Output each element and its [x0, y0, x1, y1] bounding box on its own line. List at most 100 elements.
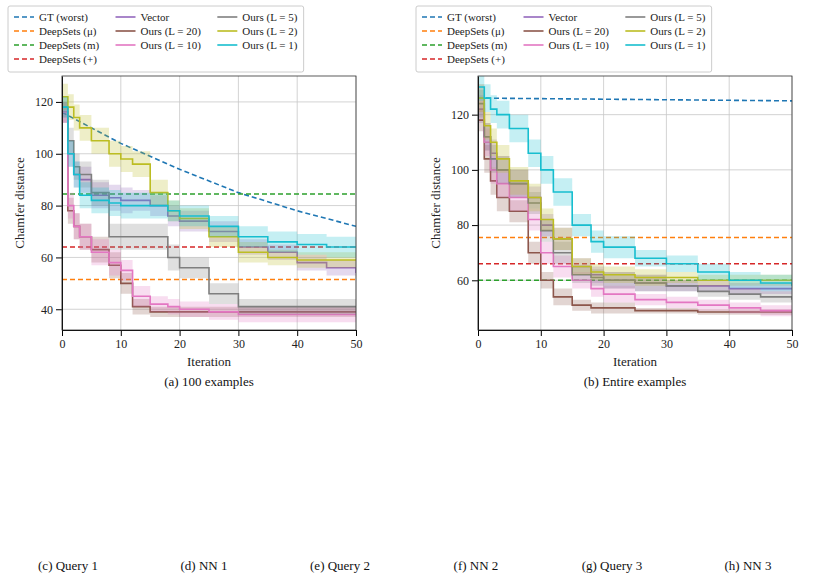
x-axis: 0 10 20 30 40 50: [60, 330, 363, 351]
tick-label: 40: [724, 337, 736, 351]
legend-swatch: [422, 30, 442, 32]
tick-mark: [604, 330, 605, 336]
tick-mark: [472, 170, 478, 171]
legend-label: DeepSets (m): [447, 39, 508, 52]
tick-label: 30: [661, 337, 673, 351]
tick: 30: [661, 330, 673, 351]
tick-label: 120: [35, 95, 53, 109]
legend-label: Ours (L = 10): [141, 39, 202, 52]
legend-swatch: [116, 44, 136, 46]
tick-mark: [541, 330, 542, 336]
subfigure-captions: (c) Query 1 (d) NN 1 (e) Query 2 (f) NN 2 (g…: [38, 558, 771, 573]
subfigure-caption: (f) NN 2: [454, 558, 499, 573]
subfigure-caption: (d) NN 1: [181, 558, 228, 573]
tick-mark: [472, 280, 478, 281]
legend-swatch: [14, 44, 34, 46]
grid-line-x: [297, 76, 298, 330]
tick-mark: [478, 330, 479, 336]
legend-swatch: [217, 16, 237, 18]
tick: 60: [457, 274, 478, 288]
legend-label: DeepSets (μ): [447, 25, 505, 38]
tick-mark: [472, 225, 478, 226]
tick: 50: [787, 330, 799, 351]
legend-swatch: [116, 16, 136, 18]
legend-swatch: [422, 58, 442, 60]
legend-box: [416, 6, 712, 72]
tick: 20: [598, 330, 610, 351]
tick-label: 0: [60, 337, 66, 351]
legend-label: DeepSets (+): [447, 53, 505, 66]
grid-line-x: [666, 76, 667, 330]
legend-swatch: [14, 16, 34, 18]
tick: 60: [41, 251, 62, 265]
tick-label: 10: [115, 337, 127, 351]
x-axis-title: Iteration: [187, 354, 232, 369]
legend-swatch: [422, 44, 442, 46]
tick-label: 20: [598, 337, 610, 351]
legend-swatch: [524, 44, 544, 46]
error-band: [62, 97, 356, 258]
series-line: [478, 87, 792, 286]
tick: 120: [451, 108, 478, 122]
error-band: [62, 84, 356, 268]
plot-area: [478, 76, 792, 316]
tick: 40: [41, 303, 62, 317]
tick-mark: [238, 330, 239, 336]
tick-label: 60: [457, 274, 469, 288]
tick-label: 20: [174, 337, 186, 351]
tick: 10: [535, 330, 547, 351]
legend-label: DeepSets (μ): [39, 25, 97, 38]
series-line: [62, 107, 356, 247]
legend-label: Ours (L = 2): [650, 25, 705, 38]
legend-label: DeepSets (m): [39, 39, 100, 52]
legend-swatch: [625, 16, 645, 18]
x-axis: 01020304050: [476, 330, 799, 351]
tick: 40: [724, 330, 736, 351]
legend-label: Vector: [549, 11, 578, 23]
tick-mark: [297, 330, 298, 336]
legend-label: Vector: [141, 11, 170, 23]
panel: 010203040506080100120IterationChamfer di…: [416, 6, 799, 389]
series-line: [478, 98, 792, 101]
tick: 0: [60, 330, 66, 351]
legend-swatch: [625, 30, 645, 32]
figure: 01020304050406080100120IterationChamfer …: [0, 0, 816, 582]
grid: [62, 76, 356, 330]
subfigure-caption: (e) Query 2: [310, 558, 370, 573]
tick-mark: [62, 330, 63, 336]
legend-label: Ours (L = 1): [650, 39, 705, 52]
tick-label: 10: [535, 337, 547, 351]
tick-mark: [56, 309, 62, 310]
tick-mark: [180, 330, 181, 336]
tick: 80: [41, 199, 62, 213]
tick: 50: [351, 330, 363, 351]
legend-label: DeepSets (+): [39, 53, 97, 66]
tick-label: 80: [41, 199, 53, 213]
tick-mark: [121, 330, 122, 336]
subfigure-caption: (c) Query 1: [38, 558, 98, 573]
legend-label: Ours (L = 20): [141, 25, 202, 38]
tick-label: 50: [351, 337, 363, 351]
grid-line-y: [62, 101, 356, 102]
tick-label: 100: [451, 163, 469, 177]
tick-label: 30: [233, 337, 245, 351]
legend-swatch: [524, 16, 544, 18]
tick-mark: [56, 102, 62, 103]
legend-label: GT (worst): [447, 11, 496, 24]
panel: 01020304050406080100120IterationChamfer …: [8, 6, 363, 389]
plot-frame: [478, 76, 792, 330]
tick-mark: [666, 330, 667, 336]
legend-label: Ours (L = 1): [242, 39, 297, 52]
legend-swatch: [524, 30, 544, 32]
grid: [478, 76, 792, 330]
plot-frame: [62, 76, 356, 330]
x-axis-title: Iteration: [613, 354, 658, 369]
tick-label: 40: [292, 337, 304, 351]
legend-swatch: [217, 30, 237, 32]
subfigure-caption: (g) Query 3: [582, 558, 643, 573]
tick: 100: [35, 147, 62, 161]
series-line: [62, 97, 356, 260]
tick: 40: [292, 330, 304, 351]
legend-swatch: [625, 44, 645, 46]
legend-swatch: [217, 44, 237, 46]
